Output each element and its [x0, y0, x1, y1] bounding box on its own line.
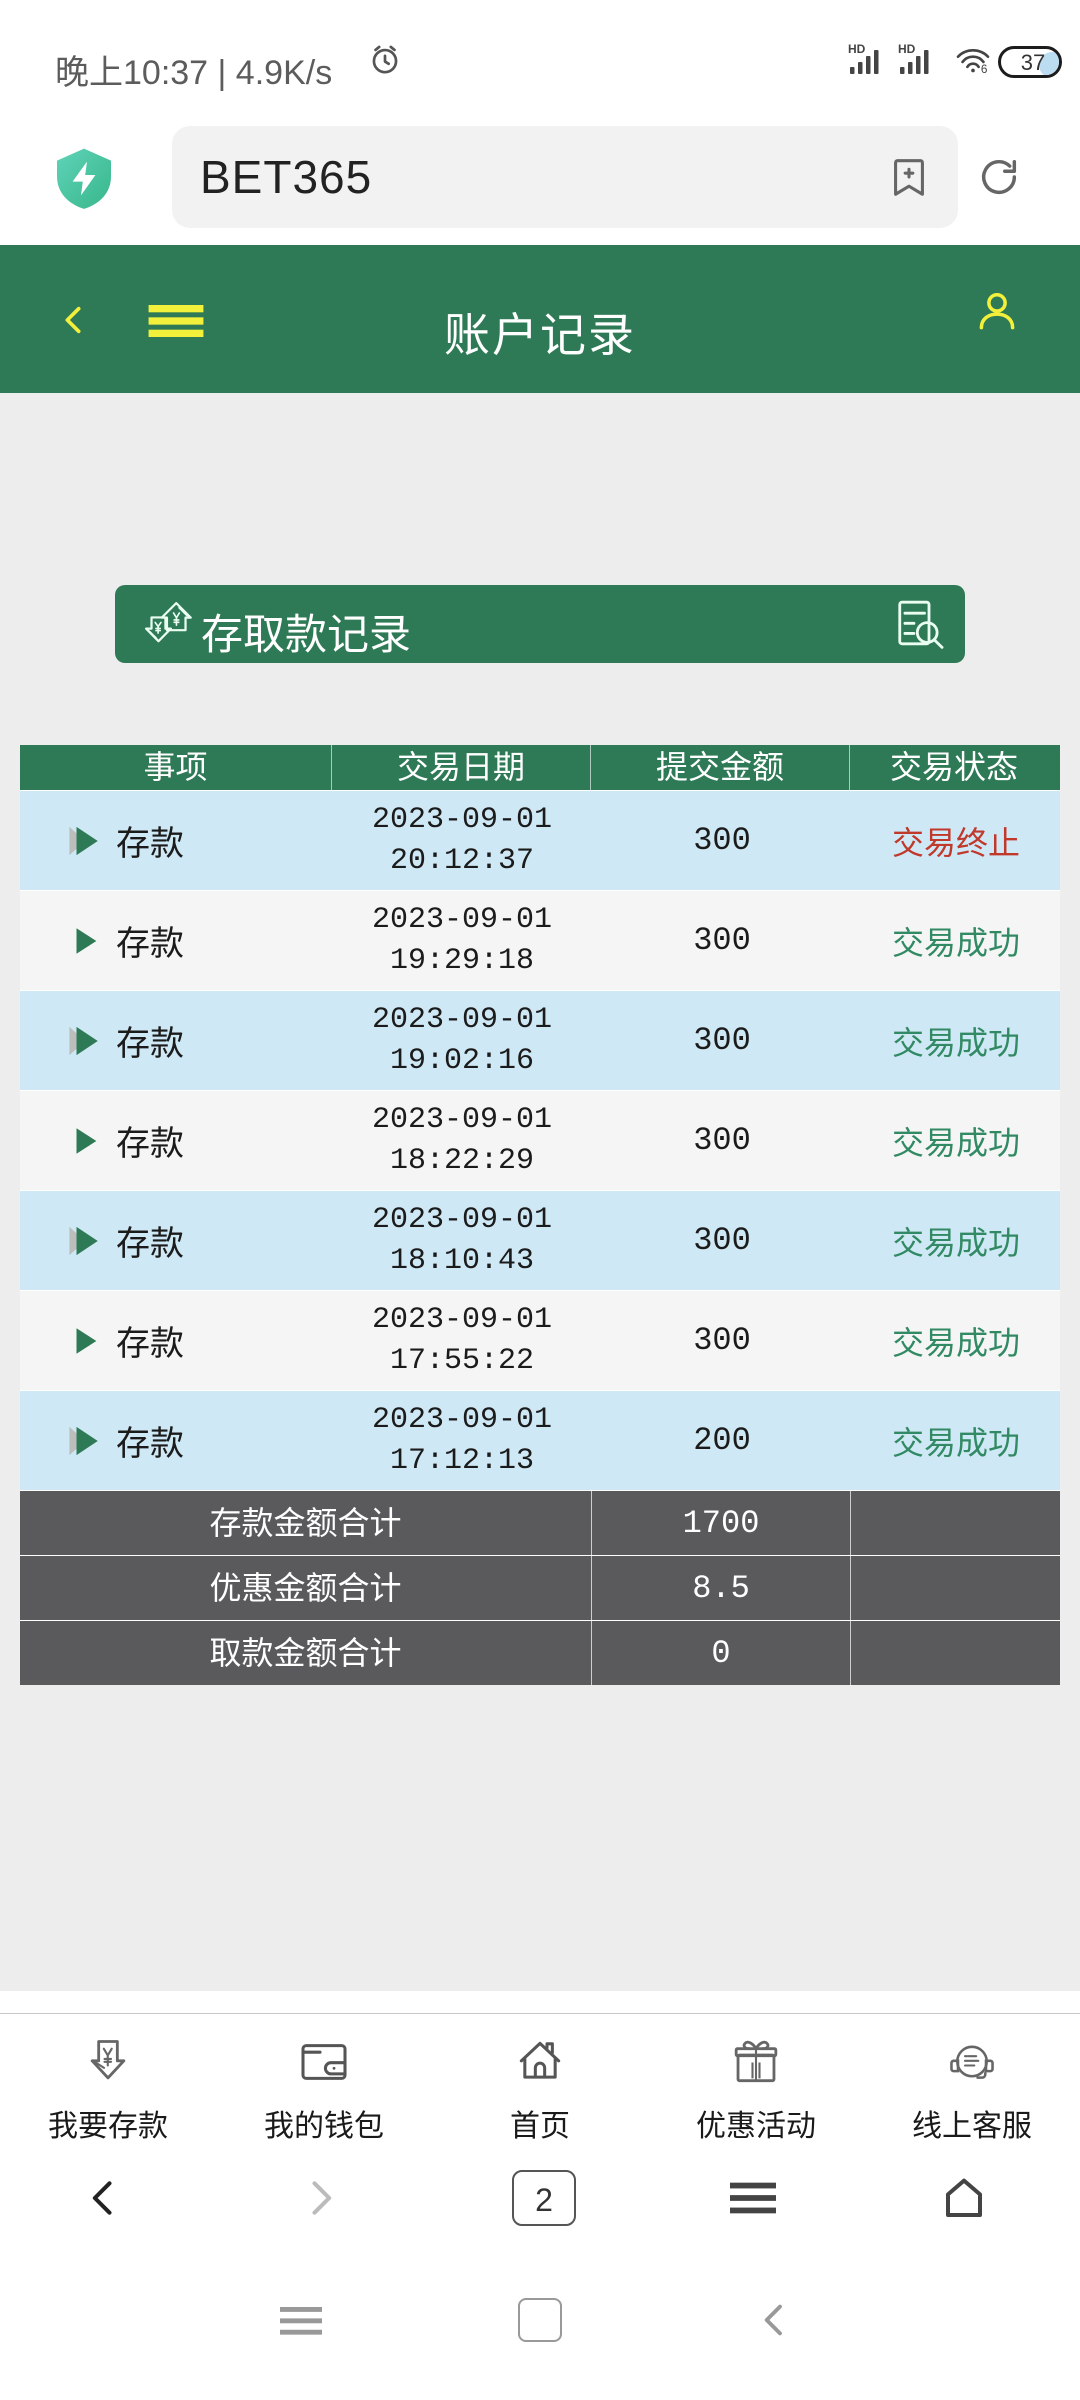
- svg-text:HD: HD: [848, 42, 866, 56]
- svg-text:HD: HD: [898, 42, 916, 56]
- svg-text:6: 6: [981, 63, 988, 74]
